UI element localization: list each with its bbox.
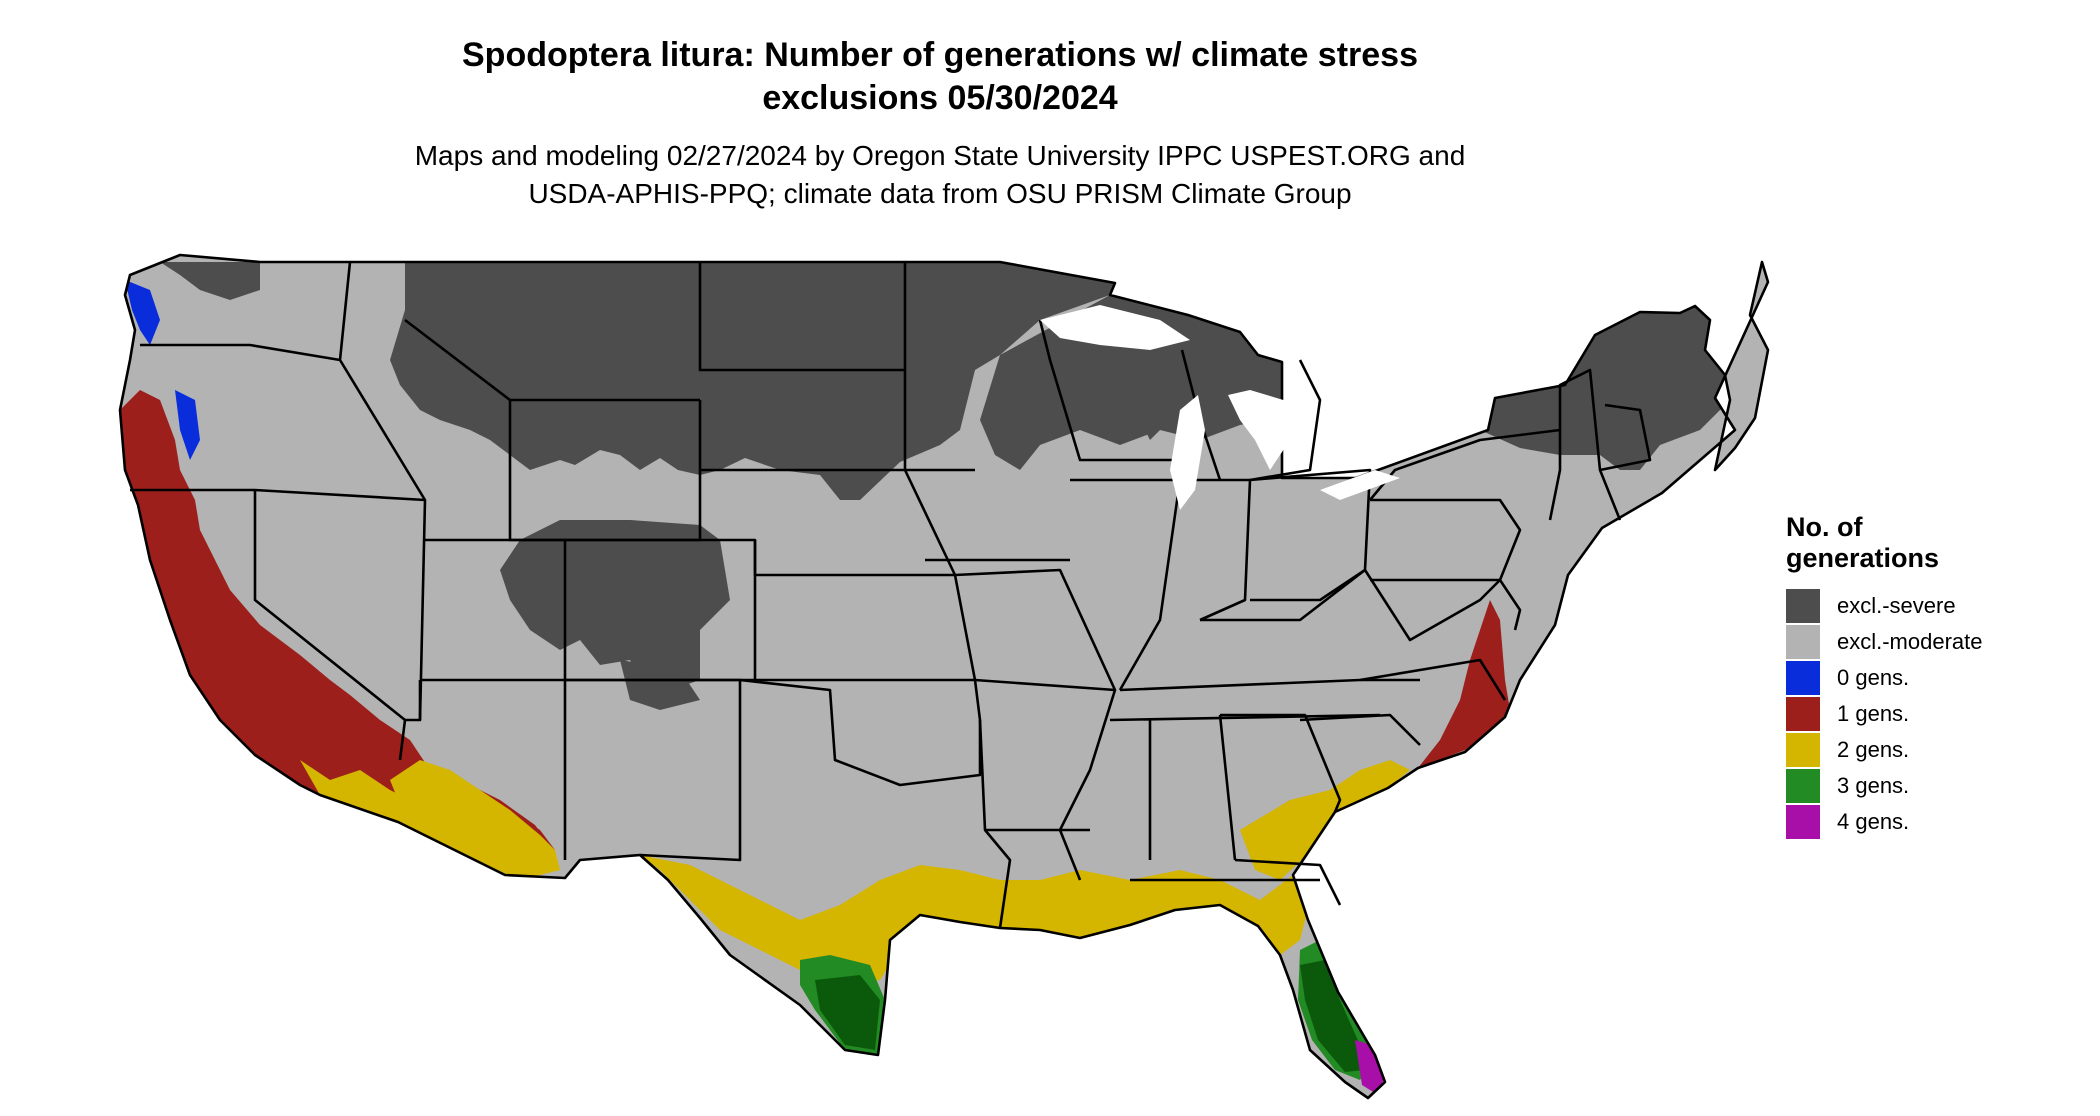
border-nm-tx: [639, 680, 742, 862]
border-az-nm: [420, 678, 740, 860]
border-tn-south: [1109, 713, 1381, 722]
legend-swatch: [1786, 697, 1820, 731]
region-0-gens: [125, 280, 200, 460]
lake-michigan: [1170, 395, 1205, 510]
region-3-gens-core: [815, 960, 1365, 1072]
border-al-ga: [1234, 858, 1342, 906]
border-wv-va: [1363, 569, 1501, 642]
map-subtitle-line-2: USDA-APHIS-PPQ; climate data from OSU PR…: [528, 178, 1352, 209]
legend-label: 4 gens.: [1837, 809, 1910, 834]
legend-label: 0 gens.: [1837, 665, 1910, 690]
map-title-line-1: Spodoptera litura: Number of generations…: [462, 36, 1418, 74]
border-va-nc: [1359, 658, 1507, 701]
border-ky: [1200, 568, 1366, 622]
border-nc-sc: [1299, 713, 1421, 746]
legend-item: 0 gens.: [1786, 660, 2086, 696]
border-nd-sd: [698, 262, 905, 372]
region-excl-severe: [160, 262, 1730, 710]
map-title-line-2: exclusions 05/30/2024: [762, 79, 1118, 117]
border-ca-nv: [253, 490, 407, 761]
border-wa-or: [140, 343, 341, 362]
legend-title: No. of generations: [1786, 512, 2086, 574]
legend-item: excl.-severe: [1786, 588, 2086, 624]
legend-item: 1 gens.: [1786, 696, 2086, 732]
legend-label: 3 gens.: [1837, 773, 1910, 798]
border-mo: [953, 574, 1012, 929]
generation-regions: [120, 255, 1768, 1098]
border-ga: [1220, 713, 1342, 813]
border-ok-tx: [739, 678, 982, 787]
legend-swatch: [1786, 769, 1820, 803]
border-pa: [1370, 498, 1522, 582]
region-4-gens: [1320, 1040, 1385, 1098]
border-mississippi: [903, 469, 1117, 881]
legend-title-line-1: No. of: [1786, 512, 1863, 542]
border-az: [405, 680, 422, 722]
lake-erie: [1320, 470, 1400, 500]
legend-swatch: [1786, 805, 1820, 839]
border-new-england: [1558, 368, 1652, 521]
border-in: [1180, 478, 1252, 622]
state-borders: [118, 253, 1770, 1100]
border-id: [338, 261, 427, 501]
border-wi: [1038, 319, 1180, 462]
region-2-gens: [300, 760, 1430, 985]
legend-swatch: [1786, 661, 1820, 695]
lake-superior: [1040, 305, 1190, 350]
legend: No. of generations excl.-severe excl.-mod…: [1786, 512, 2086, 840]
border-il: [1070, 478, 1182, 691]
map-title: Spodoptera litura: Number of generations…: [0, 34, 1880, 120]
great-lakes: [1040, 305, 1400, 510]
border-ne-ks: [753, 540, 955, 577]
legend-item: 3 gens.: [1786, 768, 2086, 804]
border-ny: [1369, 428, 1562, 521]
legend-item: 4 gens.: [1786, 804, 2086, 840]
border-mo-ar: [974, 678, 1116, 692]
legend-items: excl.-severe excl.-moderate 0 gens. 1 gens.…: [1786, 588, 2086, 840]
legend-swatch: [1786, 733, 1820, 767]
legend-swatch: [1786, 589, 1820, 623]
legend-label: excl.-severe: [1837, 593, 1956, 618]
legend-item: excl.-moderate: [1786, 624, 2086, 660]
border-mn: [903, 262, 975, 472]
legend-swatch: [1786, 625, 1820, 659]
map-subtitle: Maps and modeling 02/27/2024 by Oregon S…: [0, 137, 1880, 213]
country-outline: [118, 253, 1770, 1100]
legend-label: 2 gens.: [1837, 737, 1910, 762]
legend-label: 1 gens.: [1837, 701, 1910, 726]
border-ms-al: [1148, 714, 1237, 861]
legend-title-line-2: generations: [1786, 543, 1940, 573]
map-subtitle-line-1: Maps and modeling 02/27/2024 by Oregon S…: [414, 140, 1466, 171]
legend-item: 2 gens.: [1786, 732, 2086, 768]
legend-label: excl.-moderate: [1837, 629, 1983, 654]
border-de-md: [1498, 579, 1522, 631]
lake-huron: [1228, 390, 1300, 470]
